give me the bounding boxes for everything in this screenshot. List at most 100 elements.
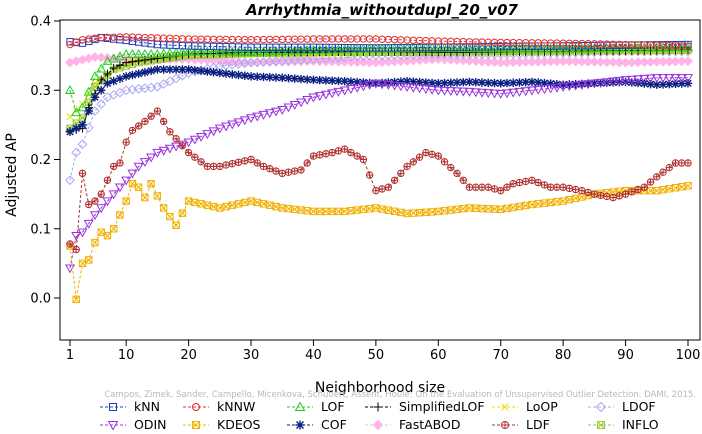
y-tick-label: 0.4: [30, 15, 51, 30]
data-point: [197, 200, 205, 208]
data-point: [352, 83, 363, 93]
data-point: [682, 74, 694, 83]
data-point: [159, 117, 168, 126]
data-point: [272, 167, 280, 175]
data-point: [489, 89, 500, 99]
data-point: [258, 110, 269, 120]
data-point: [177, 140, 188, 150]
data-point: [221, 69, 231, 78]
series-line: [69, 69, 689, 133]
data-point: [109, 162, 118, 171]
data-point: [346, 57, 356, 67]
data-point: [659, 168, 667, 176]
data-point: [614, 76, 625, 86]
data-point: [152, 49, 163, 58]
data-point: [501, 43, 513, 53]
data-point: [196, 46, 207, 56]
data-point: [470, 56, 481, 67]
data-point: [634, 185, 642, 194]
data-point: [683, 79, 693, 88]
data-point: [565, 184, 574, 193]
data-point: [589, 56, 600, 67]
data-point: [352, 43, 363, 53]
data-point: [247, 197, 255, 205]
data-point: [508, 43, 519, 53]
data-point: [533, 43, 544, 53]
data-point: [127, 169, 138, 179]
data-point: [590, 190, 599, 198]
data-point: [657, 42, 669, 52]
data-point: [96, 52, 107, 63]
data-point: [364, 43, 375, 53]
data-point: [358, 43, 369, 53]
data-point: [159, 65, 168, 74]
data-point: [670, 74, 681, 83]
data-point: [683, 56, 693, 67]
data-point: [264, 46, 275, 56]
data-point: [676, 74, 687, 83]
data-point: [83, 219, 94, 229]
data-point: [558, 83, 569, 93]
data-point: [320, 44, 331, 54]
data-point: [409, 209, 418, 217]
data-point: [520, 87, 531, 97]
legend-item-odin: ODIN: [100, 417, 167, 432]
legend-item-ldf: LDF: [492, 417, 550, 432]
data-point: [576, 81, 587, 90]
data-point: [233, 118, 244, 128]
data-point: [601, 78, 612, 88]
data-point: [78, 120, 87, 130]
data-point: [71, 107, 82, 117]
plot-frame: [59, 19, 701, 341]
data-point: [234, 70, 243, 80]
data-point: [122, 197, 130, 205]
data-point: [671, 159, 680, 167]
legend-label: LDF: [526, 417, 550, 432]
data-point: [439, 42, 450, 52]
data-point: [520, 43, 531, 53]
data-point: [651, 74, 662, 83]
data-point: [295, 98, 307, 108]
data-point: [139, 49, 150, 58]
series-layer: [64, 33, 694, 304]
legend-label: COF: [321, 417, 347, 432]
data-point: [128, 126, 137, 135]
data-point: [266, 201, 274, 209]
data-point: [470, 43, 481, 53]
data-point: [433, 86, 444, 96]
data-point: [77, 228, 88, 238]
data-point: [208, 127, 219, 137]
data-point: [214, 55, 225, 66]
data-point: [221, 46, 232, 56]
series-lof: [64, 42, 694, 117]
data-point: [564, 82, 575, 92]
data-point: [228, 201, 237, 209]
data-point: [545, 43, 556, 53]
data-point: [628, 188, 636, 196]
data-point: [495, 43, 506, 53]
data-point: [471, 78, 480, 87]
legend-label: LDOF: [622, 399, 656, 414]
data-point: [665, 79, 674, 89]
legend-label: KDEOS: [217, 417, 261, 432]
data-point: [670, 42, 681, 52]
data-point: [489, 43, 500, 53]
data-point: [551, 83, 562, 93]
data-point: [570, 43, 581, 53]
x-tick-label: 60: [430, 348, 447, 363]
data-point: [134, 56, 143, 66]
x-tick-label: 20: [180, 348, 197, 363]
data-point: [534, 200, 542, 208]
data-point: [601, 57, 612, 68]
data-point: [77, 102, 88, 112]
data-point: [534, 178, 542, 187]
data-point: [420, 85, 431, 95]
data-point: [192, 421, 200, 429]
data-point: [266, 165, 274, 173]
plot-border: [59, 19, 701, 341]
data-point: [171, 47, 182, 57]
data-point: [476, 43, 488, 53]
data-point: [116, 159, 124, 167]
x-tick-label: 1: [66, 348, 74, 363]
data-point: [158, 48, 169, 58]
